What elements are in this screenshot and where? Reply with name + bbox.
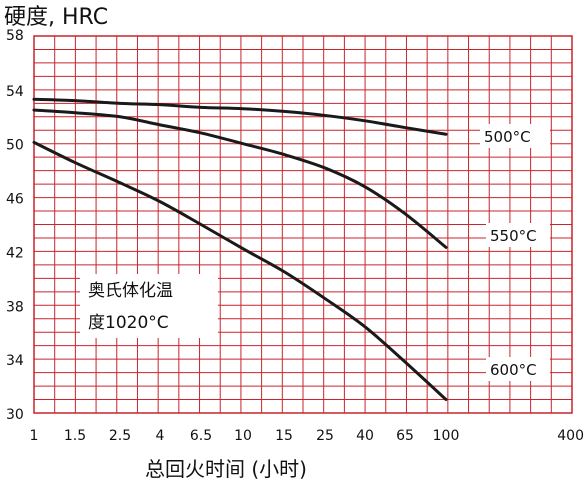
x-tick-label: 25 [316,428,334,444]
x-tick-labels: 1 1.5 2.5 4 6.5 10 15 25 40 65 100 400 [30,428,584,444]
y-tick-label: 34 [6,353,24,369]
y-tick-label: 38 [6,299,24,315]
x-tick-label: 6.5 [190,428,212,444]
grid [34,36,572,413]
series-label: 550°C [490,227,537,245]
y-tick-label: 54 [6,84,24,100]
y-tick-label: 46 [6,192,24,208]
x-axis-label: 总回火时间 (小时) [145,457,307,481]
y-tick-labels: 58 54 50 46 42 38 34 30 [6,28,24,423]
x-tick-label: 400 [557,428,584,444]
x-tick-label: 1.5 [64,428,86,444]
y-axis-label: 硬度, HRC [4,5,108,30]
x-tick-label: 1 [30,428,39,444]
x-tick-label: 10 [234,428,252,444]
series-label-box [486,223,550,247]
series-label: 500°C [484,128,531,146]
y-tick-label: 50 [6,138,24,154]
series-line-2 [32,140,448,402]
annotation-box [80,274,218,338]
annotation-line-2: 度1020°C [88,313,169,333]
y-tick-label: 30 [6,407,24,423]
series-labels: 500°C 550°C 600°C [480,124,550,381]
x-tick-label: 15 [275,428,293,444]
series-label-box [480,124,550,148]
series-line-0 [32,97,448,136]
y-tick-label: 42 [6,245,24,261]
x-tick-label: 2.5 [109,428,131,444]
x-tick-label: 65 [396,428,414,444]
series-label: 600°C [490,361,537,379]
x-tick-label: 100 [433,428,460,444]
x-tick-label: 40 [356,428,374,444]
series-line-1 [32,108,448,249]
series-lines [32,97,448,402]
y-tick-label: 58 [6,28,24,44]
annotation-line-1: 奥氏体化温 [88,281,173,301]
plot-frame [33,35,573,414]
series-label-box [486,357,550,381]
x-tick-label: 4 [156,428,165,444]
